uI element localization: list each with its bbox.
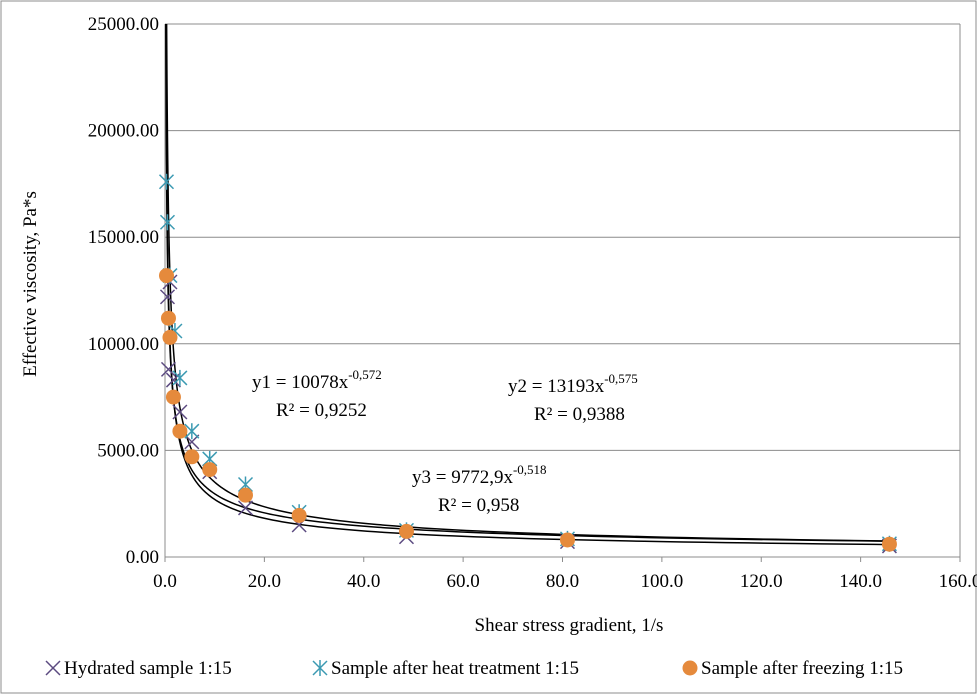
equation-y3-exponent: -0,518 — [513, 462, 547, 477]
legend-label-heat-treatment: Sample after heat treatment 1:15 — [331, 658, 579, 679]
y-tick-label: 0.00 — [126, 547, 159, 568]
marker-heat-treatment — [159, 214, 176, 231]
marker-freezing — [559, 532, 575, 548]
legend: Hydrated sample 1:15 Sample after heat t… — [45, 658, 903, 679]
legend-marker-glyph — [45, 660, 61, 676]
marker-hydrated — [184, 434, 200, 450]
marker-freezing — [184, 449, 200, 465]
x-tick-label: 40.0 — [347, 571, 380, 592]
marker-freezing — [160, 310, 176, 326]
legend-item-hydrated: Hydrated sample 1:15 — [45, 658, 232, 679]
legend-marker-circle-icon — [682, 660, 698, 676]
legend-item-heat-treatment: Sample after heat treatment 1:15 — [312, 658, 579, 679]
equation-y3: y3 = 9772,9x-0,518 R² = 0,958 — [412, 462, 547, 516]
marker-freezing — [398, 523, 414, 539]
marker-hydrated — [160, 361, 177, 377]
gridlines — [165, 23, 961, 557]
x-tick-label: 80.0 — [546, 571, 579, 592]
marker-freezing — [237, 487, 253, 503]
x-tick-label: 20.0 — [248, 571, 281, 592]
marker-hydrated — [237, 500, 254, 516]
equation-y1: y1 = 10078x-0,572 R² = 0,9252 — [252, 367, 382, 421]
r2-y2: R² = 0,9388 — [534, 404, 625, 425]
legend-label-freezing: Sample after freezing 1:15 — [701, 658, 903, 679]
marker-freezing — [172, 423, 188, 439]
legend-marker-asterisk-icon — [312, 660, 328, 676]
equation-y2: y2 = 13193x-0,575 R² = 0,9388 — [508, 371, 638, 425]
y-axis-title: Effective viscosity, Pa*s — [20, 191, 41, 377]
marker-heat-treatment — [158, 173, 175, 190]
y-tick-label: 10000.00 — [88, 334, 159, 355]
x-tick-label: 0.0 — [153, 571, 177, 592]
r2-y1: R² = 0,9252 — [276, 400, 367, 421]
marker-freezing — [291, 507, 307, 523]
y-tick-label: 15000.00 — [88, 227, 159, 248]
legend-marker-glyph — [682, 660, 698, 676]
marker-heat-treatment — [184, 423, 200, 440]
y-tick-label: 25000.00 — [88, 14, 159, 35]
x-tick-label: 100.0 — [641, 571, 684, 592]
r2-y3: R² = 0,958 — [438, 495, 519, 516]
marker-freezing — [162, 329, 178, 345]
marker-hydrated — [172, 404, 188, 420]
marker-freezing — [881, 536, 897, 552]
svg-text:y3 = 9772,9x-0,518: y3 = 9772,9x-0,518 — [412, 462, 547, 488]
trendline-2 — [165, 23, 891, 542]
legend-marker-glyph — [312, 660, 328, 676]
x-axis-title: Shear stress gradient, 1/s — [475, 615, 664, 636]
y-tick-label: 20000.00 — [88, 121, 159, 142]
x-tick-label: 160.0 — [939, 571, 977, 592]
marker-freezing — [202, 462, 218, 478]
marker-freezing — [158, 268, 174, 284]
equation-y3-text: y3 = 9772,9x — [412, 467, 513, 488]
x-tick-label: 140.0 — [839, 571, 882, 592]
axes: 0.00 5000.00 10000.00 15000.00 20000.00 25000… — [88, 14, 977, 592]
x-tick-label: 60.0 — [447, 571, 480, 592]
y-tick-label: 5000.00 — [97, 440, 159, 461]
equation-y2-text: y2 = 13193x — [508, 376, 605, 397]
x-tick-label: 120.0 — [740, 571, 783, 592]
legend-marker-x-icon — [45, 660, 61, 676]
marker-freezing — [165, 389, 181, 405]
marker-hydrated — [159, 289, 176, 305]
svg-text:y1 = 10078x-0,572: y1 = 10078x-0,572 — [252, 367, 382, 393]
data-markers — [158, 173, 897, 554]
svg-text:y2 = 13193x-0,575: y2 = 13193x-0,575 — [508, 371, 638, 397]
equation-y1-text: y1 = 10078x — [252, 372, 349, 393]
equation-y1-exponent: -0,572 — [348, 367, 382, 382]
legend-item-freezing: Sample after freezing 1:15 — [682, 658, 903, 679]
legend-label-hydrated: Hydrated sample 1:15 — [64, 658, 232, 679]
marker-heat-treatment — [172, 369, 188, 386]
equation-y2-exponent: -0,575 — [604, 371, 638, 386]
